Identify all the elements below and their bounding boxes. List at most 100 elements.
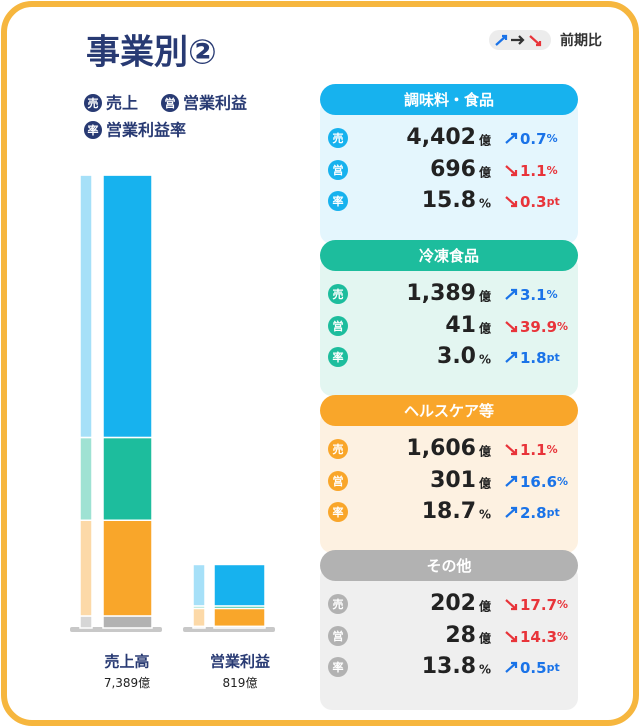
change-arrow	[505, 196, 518, 208]
row-unit: 億	[479, 133, 491, 148]
row-key: 率	[333, 350, 344, 364]
bar-shadow	[79, 615, 93, 629]
total-unit: 億	[245, 676, 257, 690]
row-value: 1,606	[406, 436, 476, 461]
legend-label: 売上	[106, 94, 138, 113]
panel-header	[320, 240, 578, 271]
row-icon	[328, 347, 348, 367]
row-key: 売	[333, 287, 344, 301]
total-number: 819	[223, 676, 246, 690]
change-unit: %	[557, 475, 568, 488]
bar-segment	[102, 519, 153, 617]
change-unit: %	[557, 630, 568, 643]
change-unit: pt	[547, 195, 560, 208]
row-unit: 億	[479, 444, 491, 459]
change-arrow	[505, 321, 518, 333]
segment-name: ヘルスケア等	[404, 402, 494, 420]
legend-key: 売	[88, 96, 99, 110]
row-key: 売	[333, 131, 344, 145]
row-unit: 億	[479, 165, 491, 180]
change-unit: %	[557, 320, 568, 333]
change-arrow	[505, 288, 518, 300]
row-icon	[328, 316, 348, 336]
bar-shadow	[192, 607, 206, 628]
legend-icon	[161, 94, 179, 112]
bar-shadow	[79, 174, 93, 439]
row-icon	[328, 284, 348, 304]
row-unit: %	[479, 508, 491, 522]
panel-header	[320, 395, 578, 426]
change-text: 2.8pt	[520, 504, 560, 522]
bar-segment	[102, 436, 153, 521]
change-unit: pt	[547, 506, 560, 519]
row-value: 202	[430, 591, 476, 616]
total-value: 7,389億	[104, 676, 150, 690]
panel-body	[320, 565, 578, 710]
row-value: 41	[445, 313, 476, 338]
row-icon	[328, 160, 348, 180]
legend-label: 営業利益率	[106, 121, 186, 140]
bar-shadow	[79, 436, 93, 521]
legend-key: 営	[165, 96, 176, 110]
change-text: 1.1%	[520, 441, 558, 459]
bar-shadow	[79, 519, 93, 617]
change-value: 14.3	[520, 628, 557, 646]
change-text: 0.3pt	[520, 193, 560, 211]
change-value: 17.7	[520, 596, 557, 614]
change-text: 0.5pt	[520, 659, 560, 677]
change-arrow	[505, 444, 518, 456]
flat-icon	[511, 35, 525, 45]
change-unit: %	[557, 598, 568, 611]
change-value: 2.8	[520, 504, 547, 522]
row-unit: %	[479, 663, 491, 677]
row-icon	[328, 594, 348, 614]
row-unit: 億	[479, 289, 491, 304]
bar-segment	[213, 563, 266, 607]
total-value: 819億	[223, 676, 258, 690]
change-text: 0.7%	[520, 130, 558, 148]
segment-name: その他	[426, 557, 471, 575]
row-icon	[328, 191, 348, 211]
row-value: 15.8	[422, 188, 476, 213]
change-unit: %	[547, 132, 558, 145]
row-key: 営	[333, 163, 344, 177]
change-arrow	[505, 506, 518, 518]
row-value: 28	[445, 623, 476, 648]
legend-icon	[84, 121, 102, 139]
change-value: 1.1	[520, 162, 547, 180]
row-key: 率	[333, 194, 344, 208]
down-icon	[529, 35, 542, 47]
segment-name: 調味料・食品	[404, 91, 494, 109]
row-value: 301	[430, 468, 476, 493]
row-key: 営	[333, 629, 344, 643]
row-value: 4,402	[406, 125, 476, 150]
change-unit: %	[547, 443, 558, 456]
row-key: 売	[333, 442, 344, 456]
row-unit: 億	[479, 631, 491, 646]
row-unit: %	[479, 197, 491, 211]
change-arrow	[505, 599, 518, 611]
change-unit: %	[547, 288, 558, 301]
bar-segment	[102, 615, 153, 629]
total-unit: 億	[138, 676, 150, 690]
row-icon	[328, 128, 348, 148]
panel-header	[320, 84, 578, 115]
up-icon	[495, 34, 508, 46]
change-arrow	[505, 661, 518, 673]
row-key: 営	[333, 319, 344, 333]
row-icon	[328, 502, 348, 522]
total-number: 7,389	[104, 676, 138, 690]
change-text: 1.8pt	[520, 349, 560, 367]
change-text: 39.9%	[520, 318, 568, 336]
change-unit: pt	[547, 661, 560, 674]
change-text: 17.7%	[520, 596, 568, 614]
change-text: 1.1%	[520, 162, 558, 180]
row-icon	[328, 626, 348, 646]
bar-segment	[213, 607, 266, 628]
row-unit: %	[479, 353, 491, 367]
legend-key: 率	[88, 123, 99, 137]
change-value: 0.7	[520, 130, 547, 148]
change-value: 3.1	[520, 286, 547, 304]
